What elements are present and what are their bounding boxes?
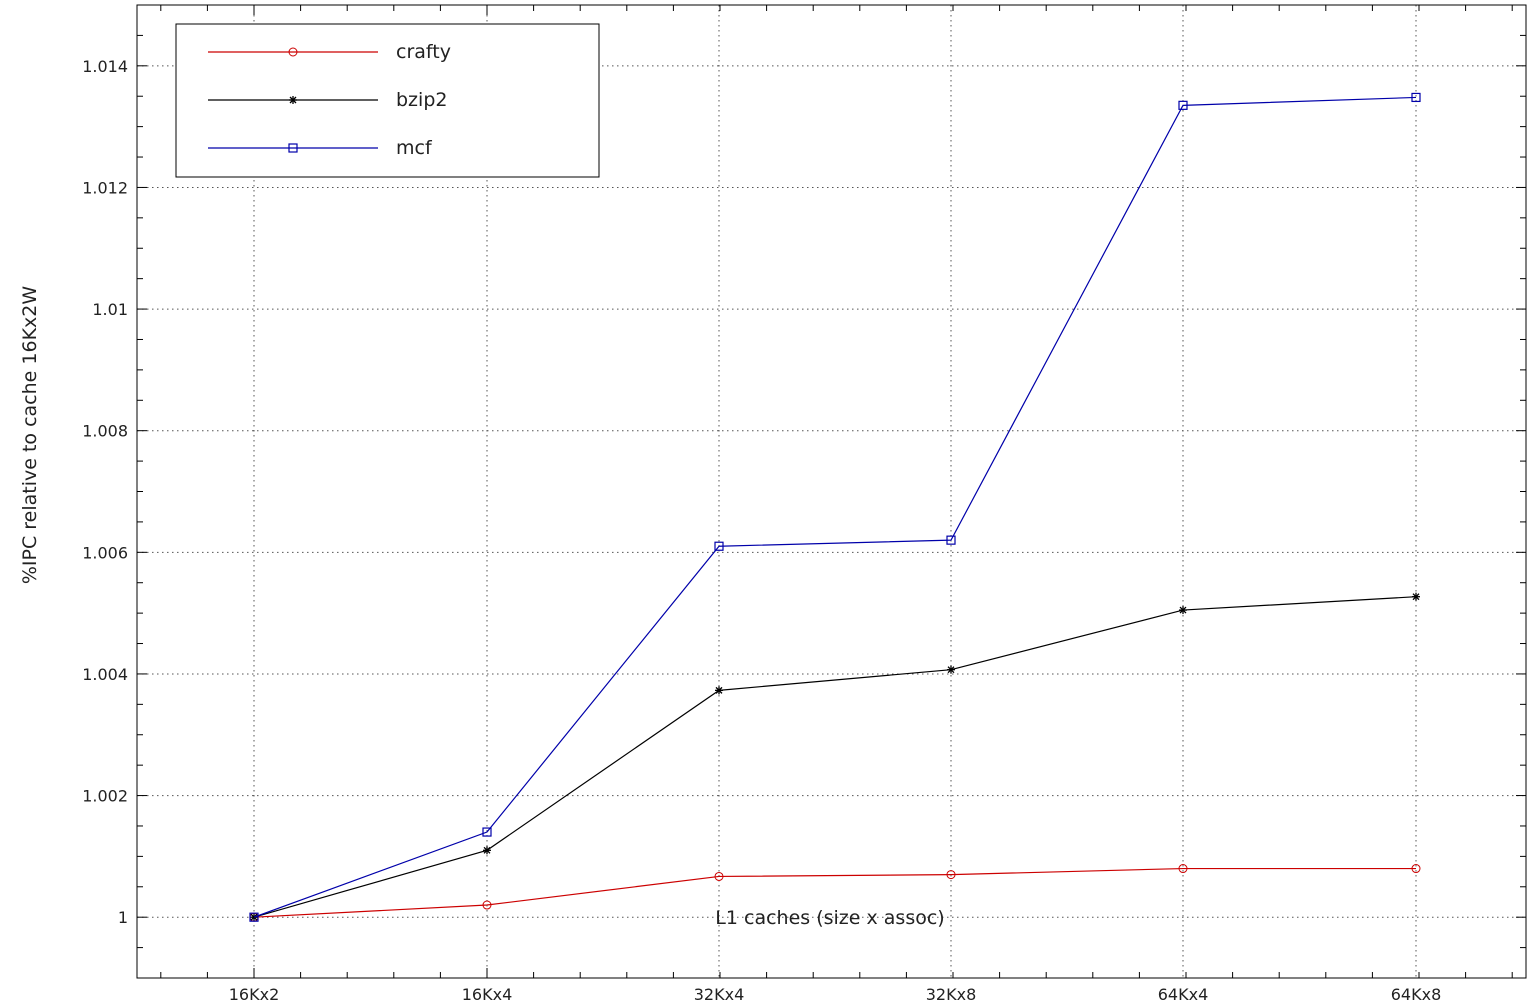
y-tick-label: 1.012 [82,178,128,197]
data-point-crafty [1411,864,1421,874]
axis-ticks [137,4,1526,979]
asterisk-stroke [1179,606,1187,614]
legend-entry-mcf: mcf [208,137,433,159]
x-axis-label: L1 caches (size x assoc) [715,907,944,929]
x-tick-label: 16Kx2 [229,985,280,1004]
series-mcf [249,92,1421,922]
y-tick-label: 1.008 [82,422,128,441]
legend-label: mcf [396,137,433,159]
x-tick-label: 64Kx4 [1158,985,1209,1004]
series-bzip2 [250,592,1420,922]
y-axis-label: %IPC relative to cache 16Kx2W [19,286,41,585]
y-tick-label: 1.004 [82,665,128,684]
asterisk-stroke [947,666,955,674]
data-point-bzip2 [947,665,955,674]
data-point-crafty [946,870,956,880]
data-point-crafty [714,871,724,881]
legend-entry-bzip2: bzip2 [208,89,447,111]
legend-entry-crafty: crafty [208,41,451,63]
x-tick-label: 64Kx8 [1391,985,1442,1004]
legend-marker [289,96,297,104]
series-line-bzip2 [253,596,1417,918]
asterisk-stroke [1412,593,1420,601]
data-point-crafty [482,900,492,910]
data-point-mcf [482,827,492,837]
y-tick-labels: 1 1.002 1.004 1.006 1.008 1.01 1.012 1.014 [82,57,128,927]
legend-items: crafty bzip2 mcf [208,41,451,159]
data-point-bzip2 [1179,606,1187,615]
x-tick-labels: 16Kx2 16Kx4 32Kx4 32Kx8 64Kx4 64Kx8 [229,985,1442,1004]
y-tick-label: 1.006 [82,543,128,562]
x-tick-label: 16Kx4 [462,985,513,1004]
legend-label: bzip2 [396,89,447,111]
y-tick-label: 1 [118,908,128,927]
data-point-mcf [714,541,724,551]
data-point-bzip2 [483,846,491,855]
legend: crafty bzip2 mcf [175,23,600,178]
series-lines [249,92,1421,922]
x-tick-label: 32Kx4 [694,985,745,1004]
series-line-mcf [253,96,1417,918]
y-tick-label: 1.002 [82,787,128,806]
data-point-mcf [946,535,956,545]
data-point-mcf [1178,100,1188,110]
legend-label: crafty [396,41,451,63]
asterisk-stroke [715,686,723,694]
y-tick-label: 1.014 [82,57,128,76]
asterisk-stroke [289,96,297,104]
data-point-bzip2 [1412,592,1420,601]
data-point-crafty [1178,864,1188,874]
data-point-mcf [249,912,259,922]
data-point-bzip2 [715,686,723,695]
series-line-crafty [253,867,1416,918]
legend-marker [288,143,298,153]
x-tick-label: 32Kx8 [926,985,977,1004]
asterisk-stroke [483,846,491,854]
series-crafty [249,864,1421,922]
data-point-mcf [1411,92,1421,103]
y-tick-label: 1.01 [92,300,128,319]
legend-marker [288,47,298,57]
